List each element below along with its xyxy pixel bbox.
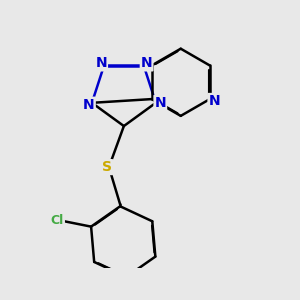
Text: N: N	[141, 56, 152, 70]
Text: N: N	[95, 56, 107, 70]
Text: N: N	[208, 94, 220, 108]
Text: N: N	[154, 96, 166, 110]
Text: N: N	[83, 98, 95, 112]
Text: S: S	[102, 160, 112, 174]
Text: Cl: Cl	[51, 214, 64, 227]
